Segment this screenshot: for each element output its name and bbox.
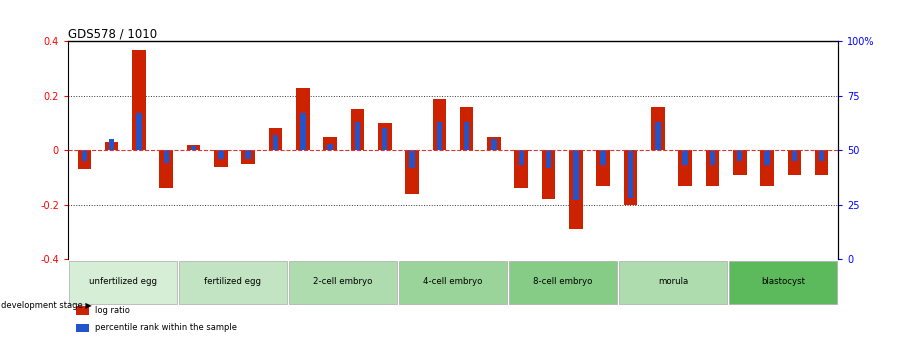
Bar [651, 107, 665, 150]
Bar [109, 139, 114, 150]
Bar [159, 150, 173, 188]
Bar [214, 150, 227, 167]
Bar [382, 128, 388, 150]
Bar [437, 122, 442, 150]
Bar [518, 150, 524, 165]
Bar [78, 150, 92, 169]
Bar [178, 262, 287, 304]
Text: percentile rank within the sample: percentile rank within the sample [95, 324, 237, 333]
Bar [327, 144, 333, 150]
Text: fertilized egg: fertilized egg [205, 277, 262, 286]
Text: blastocyst: blastocyst [761, 277, 805, 286]
Bar [69, 262, 178, 304]
Bar [515, 150, 528, 188]
Bar [410, 150, 415, 168]
Bar [709, 150, 715, 165]
Bar [655, 122, 660, 150]
Text: 8-cell embryo: 8-cell embryo [534, 277, 593, 286]
Bar [487, 137, 501, 150]
Bar [273, 135, 278, 150]
Bar [76, 306, 89, 315]
Bar [405, 150, 419, 194]
Bar [82, 150, 87, 161]
Bar [733, 150, 747, 175]
Bar [682, 150, 688, 165]
Bar [269, 128, 283, 150]
Bar [814, 150, 828, 175]
Bar [601, 150, 606, 165]
Bar [296, 88, 310, 150]
Bar [491, 139, 496, 150]
Bar [464, 122, 469, 150]
Bar [76, 324, 89, 332]
Bar [760, 150, 774, 186]
Text: 2-cell embryo: 2-cell embryo [313, 277, 372, 286]
Bar [432, 99, 446, 150]
Bar [619, 262, 728, 304]
Bar [132, 50, 146, 150]
Bar [706, 150, 719, 186]
Bar [354, 122, 361, 150]
Text: morula: morula [658, 277, 689, 286]
Bar [460, 107, 474, 150]
Text: GDS578 / 1010: GDS578 / 1010 [68, 27, 157, 40]
Bar [765, 150, 770, 165]
Bar [545, 150, 552, 168]
Bar [105, 142, 119, 150]
Bar [628, 150, 633, 198]
Text: development stage ▶: development stage ▶ [1, 301, 92, 310]
Bar [399, 262, 507, 304]
Bar [289, 262, 397, 304]
Text: log ratio: log ratio [95, 306, 130, 315]
Bar [542, 150, 555, 199]
Bar [246, 150, 251, 159]
Text: unfertilized egg: unfertilized egg [89, 277, 157, 286]
Bar [218, 150, 224, 159]
Bar [378, 123, 391, 150]
Bar [191, 146, 197, 150]
Bar [819, 150, 824, 161]
Bar [163, 150, 169, 163]
Bar [300, 113, 305, 150]
Bar [792, 150, 797, 161]
Bar [351, 109, 364, 150]
Bar [187, 145, 200, 150]
Bar [573, 150, 579, 200]
Bar [737, 150, 743, 161]
Bar [596, 150, 610, 186]
Bar [323, 137, 337, 150]
Bar [509, 262, 617, 304]
Bar [241, 150, 255, 164]
Bar [136, 113, 141, 150]
Bar [787, 150, 801, 175]
Bar [728, 262, 837, 304]
Text: 4-cell embryo: 4-cell embryo [423, 277, 483, 286]
Bar [623, 150, 637, 205]
Bar [569, 150, 583, 229]
Bar [679, 150, 692, 186]
